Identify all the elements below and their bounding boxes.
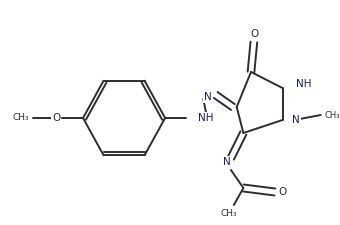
Text: N: N: [292, 115, 300, 125]
Text: O: O: [52, 113, 61, 123]
Text: NH: NH: [296, 79, 311, 89]
Text: CH₃: CH₃: [221, 209, 237, 218]
Text: N: N: [223, 157, 231, 167]
Text: NH: NH: [198, 113, 213, 123]
Text: N: N: [204, 92, 212, 102]
Text: CH₃: CH₃: [324, 110, 340, 119]
Text: CH₃: CH₃: [13, 113, 30, 122]
Text: O: O: [278, 187, 287, 197]
Text: O: O: [251, 29, 259, 39]
